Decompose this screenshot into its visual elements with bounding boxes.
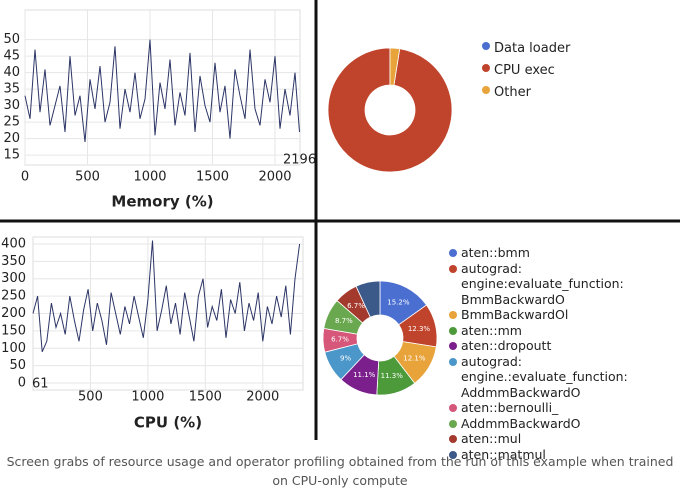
pie-segment (355, 280, 381, 318)
y-tick-label: 35 (3, 82, 20, 97)
legend-label: aten::bmm (461, 245, 530, 260)
x-tick-label: 0 (21, 170, 29, 185)
y-tick-label: 40 (3, 65, 20, 80)
legend-label: aten::mm (461, 322, 522, 338)
legend-entry: Data loader (482, 38, 570, 60)
value-label: 12.3% (408, 325, 431, 333)
legend-swatch (449, 357, 457, 366)
legend-entry: BmmBackwardOl (449, 307, 677, 323)
legend-swatch (482, 64, 490, 72)
legend-swatch (449, 311, 457, 319)
legend-entry: Other (482, 82, 570, 104)
legend-swatch (449, 450, 457, 459)
legend-label: AddmmBackwardO (461, 415, 581, 431)
legend-swatch (449, 326, 457, 335)
y-tick-label: 100 (1, 341, 26, 356)
annotation: 2196 (283, 153, 316, 168)
y-tick-label: 250 (1, 289, 26, 304)
value-label: 6.7% (331, 336, 349, 344)
legend-label: autograd: engine.:evaluate_function: Add… (461, 353, 628, 400)
value-label: 97.5% (350, 168, 373, 176)
value-label: 11.3% (381, 372, 404, 380)
legend-entry: aten::mul (449, 431, 677, 447)
y-tick-label: 0 (18, 376, 26, 391)
legend-label: aten::mul (461, 431, 522, 446)
x-tick-label: 500 (75, 170, 100, 185)
x-axis-label: Memory (%) (111, 193, 213, 211)
legend-swatch (449, 435, 457, 443)
y-tick-label: 45 (3, 49, 20, 64)
legend-label: autograd: engine:evaluate_function: BmmB… (461, 260, 624, 307)
value-label: 9% (340, 354, 351, 362)
pie-segment (327, 47, 453, 173)
legend-entry: autograd: engine:evaluate_function: BmmB… (449, 261, 677, 308)
y-tick-label: 20 (3, 131, 20, 146)
legend-label: BmmBackwardOl (461, 307, 569, 322)
legend-entry: aten::mm (449, 323, 677, 339)
caption: Screen grabs of resource usage and opera… (6, 454, 674, 488)
x-tick-label: 2000 (246, 390, 279, 405)
legend: Data loader CPU exec Other (482, 38, 570, 104)
legend-entry: aten::dropoutt (449, 338, 677, 354)
y-tick-label: 200 (1, 306, 26, 321)
legend-swatch (449, 249, 457, 257)
value-label: 11.1% (353, 371, 376, 379)
x-tick-label: 2000 (258, 170, 291, 185)
pie-segment (389, 47, 401, 86)
legend-entry: aten::bernoulli_ (449, 400, 677, 416)
legend-entry: aten::matmul (449, 447, 677, 463)
annotation: 61 (32, 377, 49, 392)
y-tick-label: 15 (3, 148, 20, 163)
y-tick-label: 300 (1, 271, 26, 286)
x-tick-label: 1500 (196, 170, 229, 185)
legend-entry: aten::bmm (449, 245, 677, 261)
y-tick-label: 50 (9, 358, 26, 373)
x-tick-label: 1000 (131, 390, 164, 405)
legend-swatch (449, 264, 457, 273)
line (32, 240, 301, 353)
legend: aten::bmm autograd: engine:evaluate_funct… (449, 245, 677, 462)
legend-swatch (482, 42, 490, 50)
line (24, 39, 300, 142)
y-tick-label: 50 (3, 32, 20, 47)
value-label: 15.2% (387, 298, 410, 306)
legend-label: aten::matmul (461, 446, 546, 462)
legend-label: Data loader (494, 41, 571, 56)
legend-swatch (449, 404, 457, 412)
legend-entry: autograd: engine.:evaluate_function: Add… (449, 354, 677, 401)
legend-swatch (482, 86, 490, 94)
x-tick-label: 500 (78, 390, 103, 405)
value-label: 6.7% (347, 302, 365, 310)
legend-entry: AddmmBackwardO (449, 416, 677, 432)
legend-label: aten::bernoulli_ (461, 400, 559, 415)
y-tick-label: 150 (1, 323, 26, 338)
x-axis-label: CPU (%) (134, 414, 202, 432)
legend-label: Other (494, 85, 531, 100)
y-tick-label: 30 (3, 98, 20, 113)
legend-label: CPU exec (494, 63, 555, 78)
value-label: 8.7% (335, 317, 353, 325)
x-tick-label: 1000 (133, 170, 166, 185)
value-label: 12.1% (403, 354, 426, 362)
legend-swatch (449, 342, 457, 350)
x-tick-label: 1500 (189, 390, 222, 405)
legend-entry: CPU exec (482, 60, 570, 82)
legend-swatch (449, 419, 457, 428)
y-tick-label: 25 (3, 115, 20, 130)
legend-label: aten::dropoutt (461, 338, 552, 353)
plot-frame (24, 9, 301, 166)
y-tick-label: 350 (1, 254, 26, 269)
y-tick-label: 400 (1, 236, 26, 251)
